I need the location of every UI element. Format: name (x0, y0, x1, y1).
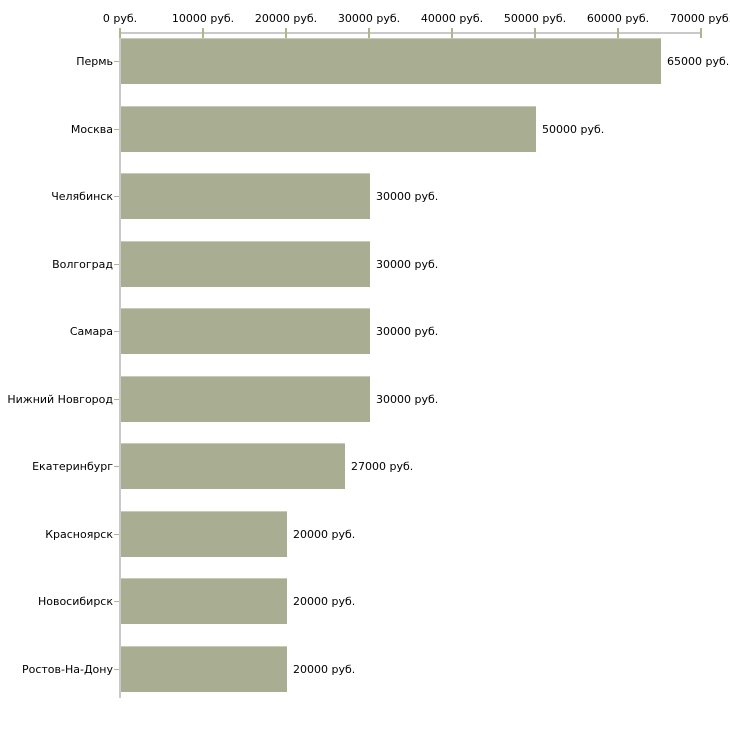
bar (121, 511, 287, 557)
x-axis-tick (617, 28, 619, 38)
x-axis-tick (119, 28, 121, 38)
x-axis-tick-label: 60000 руб. (586, 12, 650, 25)
x-axis-tick (451, 28, 453, 38)
value-label: 30000 руб. (376, 324, 439, 338)
category-tick (114, 466, 119, 467)
category-tick (114, 264, 119, 265)
category-label: Пермь (76, 54, 113, 68)
category-tick (114, 61, 119, 62)
category-label: Ростов-На-Дону (21, 662, 113, 676)
category-tick (114, 331, 119, 332)
x-axis-line (119, 32, 702, 34)
category-tick (114, 196, 119, 197)
value-label: 30000 руб. (376, 189, 439, 203)
bar (121, 106, 536, 152)
category-label: Челябинск (51, 189, 113, 203)
value-label: 27000 руб. (351, 459, 414, 473)
value-label: 20000 руб. (293, 594, 356, 608)
category-label: Москва (70, 122, 113, 136)
category-tick (114, 601, 119, 602)
category-tick (114, 669, 119, 670)
category-label: Новосибирск (37, 594, 113, 608)
bar (121, 443, 345, 489)
bar (121, 376, 370, 422)
value-label: 20000 руб. (293, 662, 356, 676)
x-axis-tick-label: 0 руб. (102, 12, 138, 25)
category-tick (114, 129, 119, 130)
value-label: 50000 руб. (542, 122, 605, 136)
bar (121, 578, 287, 624)
value-label: 20000 руб. (293, 527, 356, 541)
x-axis-tick-label: 40000 руб. (420, 12, 484, 25)
category-tick (114, 534, 119, 535)
category-label: Красноярск (45, 527, 113, 541)
category-tick (114, 399, 119, 400)
x-axis-tick (202, 28, 204, 38)
x-axis-tick-label: 30000 руб. (337, 12, 401, 25)
x-axis-tick-label: 50000 руб. (503, 12, 567, 25)
x-axis-tick (700, 28, 702, 38)
bar (121, 173, 370, 219)
x-axis-tick-label: 10000 руб. (171, 12, 235, 25)
value-label: 65000 руб. (667, 54, 730, 68)
value-label: 30000 руб. (376, 392, 439, 406)
bar (121, 308, 370, 354)
bar (121, 646, 287, 692)
x-axis-tick-label: 20000 руб. (254, 12, 318, 25)
bar (121, 38, 661, 84)
x-axis-tick-label: 70000 руб. (669, 12, 730, 25)
value-label: 30000 руб. (376, 257, 439, 271)
category-label: Самара (69, 324, 113, 338)
y-axis-line (119, 32, 121, 698)
bar (121, 241, 370, 287)
x-axis-tick (534, 28, 536, 38)
x-axis-tick (285, 28, 287, 38)
category-label: Волгоград (52, 257, 113, 271)
x-axis-tick (368, 28, 370, 38)
category-label: Екатеринбург (32, 459, 113, 473)
category-label: Нижний Новгород (7, 392, 113, 406)
